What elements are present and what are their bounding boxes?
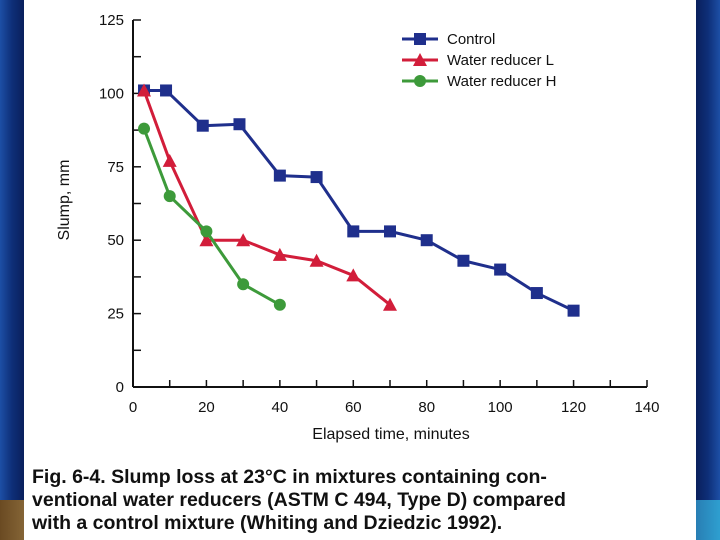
chart-series bbox=[137, 83, 580, 317]
data-point-control bbox=[420, 234, 433, 247]
data-point-water-reducer-l bbox=[199, 233, 214, 247]
data-point-water-reducer-h bbox=[200, 225, 213, 238]
series-water-reducer-h bbox=[138, 122, 286, 311]
figure-panel bbox=[24, 0, 696, 540]
series-line-water-reducer-h bbox=[142, 128, 281, 307]
y-tick-label: 100 bbox=[99, 85, 124, 102]
legend-label: Water reducer L bbox=[447, 52, 554, 69]
x-tick-label: 20 bbox=[198, 399, 215, 416]
data-point-water-reducer-h bbox=[163, 190, 176, 203]
legend-marker bbox=[414, 75, 426, 87]
data-point-control bbox=[384, 225, 396, 238]
caption-line-3: with a control mixture (Whiting and Dzie… bbox=[32, 512, 503, 534]
y-tick-label: 75 bbox=[107, 159, 124, 176]
data-point-control bbox=[310, 171, 323, 184]
data-point-water-reducer-h bbox=[273, 298, 286, 311]
legend-entry-control: Control bbox=[402, 31, 495, 48]
series-control bbox=[138, 84, 580, 317]
caption-line-1: Fig. 6-4. Slump loss at 23°C in mixtures… bbox=[32, 466, 547, 488]
figure-caption: Fig. 6-4. Slump loss at 23°C in mixtures… bbox=[32, 466, 696, 535]
data-point-control bbox=[196, 119, 209, 132]
data-point-water-reducer-l bbox=[383, 297, 397, 311]
x-tick-label: 100 bbox=[488, 399, 513, 416]
caption-line-2: ventional water reducers (ASTM C 494, Ty… bbox=[32, 489, 566, 511]
data-point-water-reducer-h bbox=[237, 278, 250, 291]
data-point-control bbox=[567, 304, 580, 317]
data-point-control bbox=[233, 118, 246, 131]
data-point-control bbox=[160, 84, 173, 97]
data-point-water-reducer-l bbox=[137, 83, 152, 97]
chart-legend: Control Water reducer L Water reducer H bbox=[402, 31, 556, 90]
x-tick-label: 120 bbox=[561, 399, 586, 416]
data-point-water-reducer-l bbox=[162, 153, 177, 167]
y-tick-label: 0 bbox=[116, 379, 124, 396]
legend-marker bbox=[413, 53, 427, 66]
legend-label: Control bbox=[447, 31, 495, 48]
legend-label: Water reducer H bbox=[447, 73, 556, 90]
data-point-control bbox=[530, 287, 543, 300]
x-tick-label: 40 bbox=[272, 399, 289, 416]
y-axis-title: Slump, mm bbox=[56, 160, 73, 241]
y-tick-label: 125 bbox=[99, 12, 124, 29]
x-tick-label: 80 bbox=[418, 399, 435, 416]
series-water-reducer-l bbox=[137, 83, 397, 311]
chart-axes: 0 25 50 75 100 125 0 20 40 60 80 100 120 140 bbox=[99, 12, 660, 416]
legend-entry-water-reducer-h: Water reducer H bbox=[402, 73, 556, 90]
data-point-control bbox=[347, 225, 360, 238]
x-axis-title: Elapsed time, minutes bbox=[312, 426, 469, 443]
series-line-water-reducer-l bbox=[142, 89, 391, 306]
x-tick-label: 0 bbox=[129, 399, 137, 416]
data-point-water-reducer-l bbox=[309, 253, 324, 267]
data-point-water-reducer-h bbox=[138, 122, 151, 135]
data-point-water-reducer-l bbox=[272, 247, 287, 261]
x-tick-label: 60 bbox=[345, 399, 362, 416]
data-point-water-reducer-l bbox=[236, 233, 251, 247]
legend-marker bbox=[414, 33, 426, 45]
y-tick-label: 50 bbox=[107, 232, 124, 249]
x-tick-label: 140 bbox=[634, 399, 659, 416]
data-point-water-reducer-l bbox=[346, 268, 361, 282]
y-tick-label: 25 bbox=[107, 306, 124, 323]
data-point-control bbox=[273, 169, 286, 182]
data-point-control bbox=[494, 263, 507, 276]
data-point-control bbox=[457, 254, 470, 267]
legend-entry-water-reducer-l: Water reducer L bbox=[402, 52, 554, 69]
